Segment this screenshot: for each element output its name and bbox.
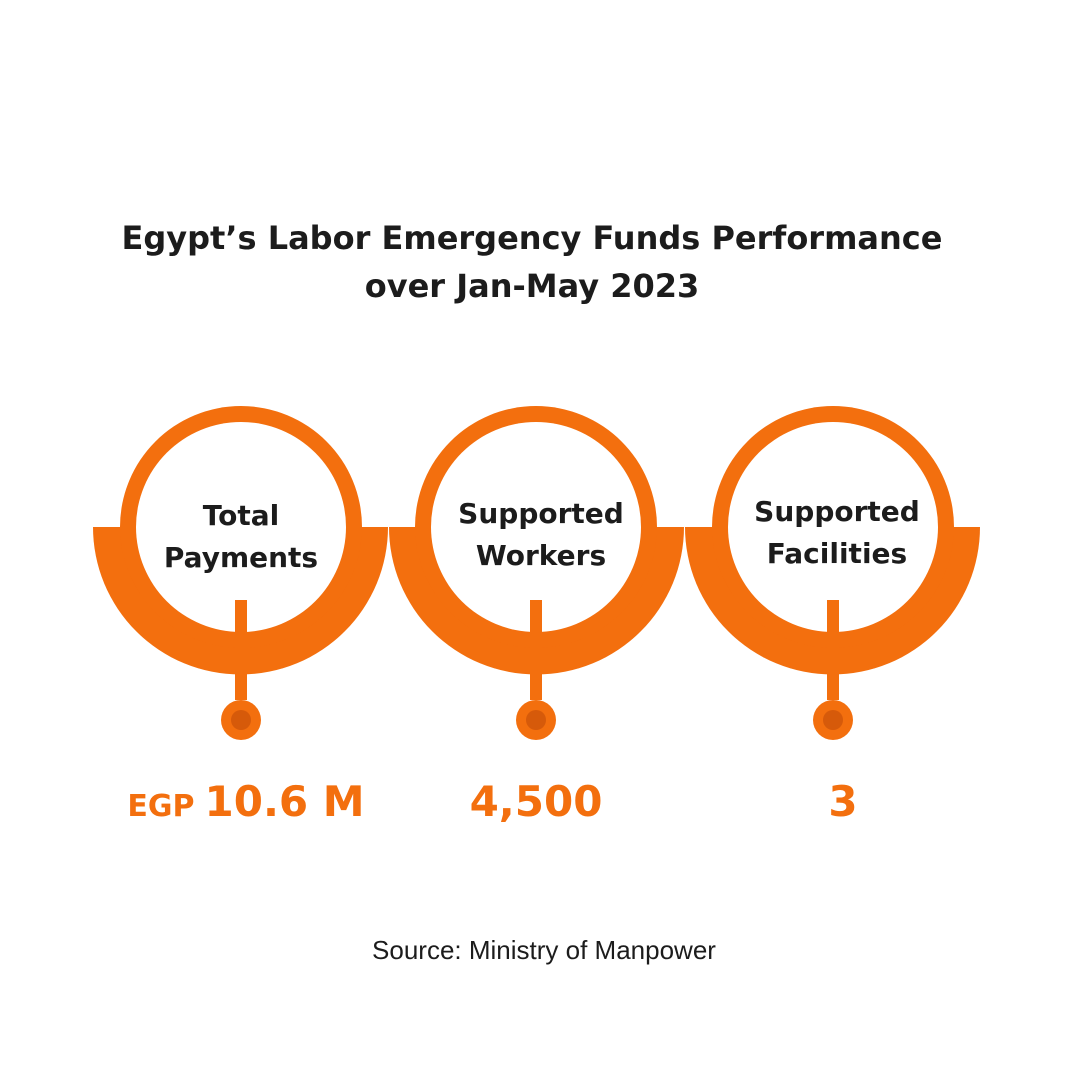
metric-ring-3 — [685, 406, 980, 740]
metric-stem-2 — [530, 600, 542, 700]
metric-label-3-line-1: Supported — [754, 495, 920, 528]
metric-ring-2 — [389, 406, 684, 740]
metric-value-2-number: 4,500 — [469, 777, 603, 826]
metric-stem-1 — [235, 600, 247, 700]
metric-label-2: Supported Workers — [441, 493, 641, 577]
metric-stem-3 — [827, 600, 839, 700]
metric-label-1-line-1: Total — [202, 499, 280, 532]
metric-label-3-line-2: Facilities — [766, 537, 908, 570]
metric-label-2-line-2: Workers — [475, 539, 607, 572]
source-note: Source: Ministry of Manpower — [372, 935, 716, 965]
metric-value-1-number: 10.6 M — [204, 777, 365, 826]
metric-value-3-number: 3 — [828, 777, 858, 826]
metric-value-1: EGP 10.6 M — [96, 772, 396, 832]
metric-pin-2-center — [526, 710, 546, 730]
title-line-2: over Jan-May 2023 — [364, 267, 700, 305]
title-line-1: Egypt’s Labor Emergency Funds Performanc… — [121, 219, 943, 257]
metric-pin-3-center — [823, 710, 843, 730]
metric-ring-1-inner — [136, 422, 346, 632]
metric-pin-1-center — [231, 710, 251, 730]
metric-label-2-line-1: Supported — [458, 497, 624, 530]
metric-value-1-unit: EGP — [127, 789, 195, 824]
metric-label-1: Total Payments — [141, 495, 341, 579]
metric-value-2: 4,500 — [386, 772, 686, 832]
metric-label-3: Supported Facilities — [737, 491, 937, 575]
metric-ring-1 — [93, 406, 388, 740]
infographic-title: Egypt’s Labor Emergency Funds Performanc… — [0, 214, 1064, 310]
metric-value-3: 3 — [693, 772, 993, 832]
metric-label-1-line-2: Payments — [163, 541, 319, 574]
metric-ring-3-inner — [728, 422, 938, 632]
metric-ring-2-inner — [431, 422, 641, 632]
